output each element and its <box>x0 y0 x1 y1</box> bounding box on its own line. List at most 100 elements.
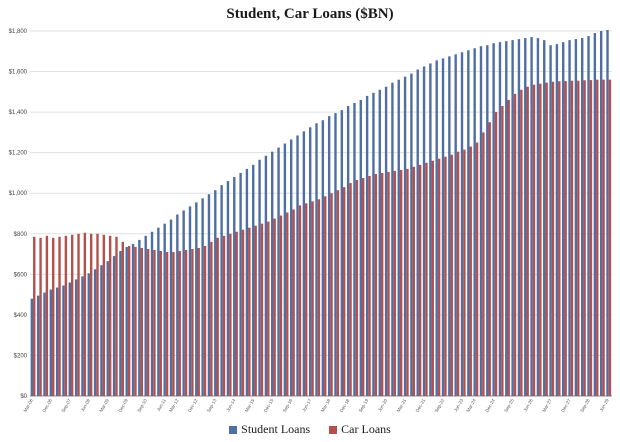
bar-car-loans <box>513 93 517 396</box>
bar-car-loans <box>89 233 93 396</box>
bar-student-loans <box>290 139 293 396</box>
y-tick-label: $1,200 <box>9 151 28 157</box>
bar-car-loans <box>127 245 131 396</box>
bar-car-loans <box>45 235 49 396</box>
bar-car-loans <box>475 142 479 396</box>
bar-car-loans <box>39 237 42 396</box>
bar-car-loans <box>140 247 143 396</box>
bar-student-loans <box>606 29 609 396</box>
chart-title: Student, Car Loans ($BN) <box>226 6 394 22</box>
bar-car-loans <box>501 106 504 397</box>
bar-car-loans <box>96 233 99 396</box>
bar-car-loans <box>298 205 302 396</box>
bar-student-loans <box>131 243 135 396</box>
x-tick-label: Mar-12 <box>168 398 180 413</box>
bar-car-loans <box>564 81 567 396</box>
bar-car-loans <box>387 171 390 396</box>
bar-student-loans <box>498 42 502 397</box>
bar-car-loans <box>526 86 529 396</box>
bar-student-loans <box>214 190 217 396</box>
bar-student-loans <box>562 42 565 397</box>
bar-car-loans <box>583 80 586 397</box>
bar-car-loans <box>235 231 238 396</box>
bar-car-loans <box>191 248 194 396</box>
x-tick-label: Sep-22 <box>434 398 446 413</box>
bar-student-loans <box>169 219 173 396</box>
bar-student-loans <box>144 235 147 396</box>
bar-car-loans <box>343 187 346 396</box>
bar-car-loans <box>355 180 359 396</box>
x-tick-label: Dec-09 <box>117 398 129 413</box>
bar-student-loans <box>372 92 375 396</box>
legend-swatch-car-loans <box>329 425 338 434</box>
bar-car-loans <box>336 190 340 396</box>
bar-car-loans <box>418 164 422 396</box>
bar-student-loans <box>283 143 287 396</box>
bar-student-loans <box>441 58 445 396</box>
bar-student-loans <box>302 131 306 396</box>
bar-student-loans <box>593 33 597 397</box>
bar-car-loans <box>77 233 80 396</box>
bar-student-loans <box>195 202 198 396</box>
x-tick-label: Sep-13 <box>206 398 218 413</box>
bar-student-loans <box>568 40 571 396</box>
bar-car-loans <box>184 250 188 396</box>
bar-student-loans <box>93 269 97 396</box>
bar-student-loans <box>245 168 249 396</box>
bar-car-loans <box>551 81 555 396</box>
bar-car-loans <box>602 79 605 397</box>
legend-label-car-loans: Car Loans <box>341 422 391 436</box>
bar-student-loans <box>536 38 540 396</box>
bar-student-loans <box>334 113 337 396</box>
bar-student-loans <box>68 282 71 396</box>
bar-car-loans <box>399 169 403 396</box>
bar-student-loans <box>36 295 40 396</box>
bar-car-loans <box>349 183 352 396</box>
bar-car-loans <box>545 82 548 396</box>
bar-student-loans <box>264 155 268 396</box>
bar-student-loans <box>100 265 103 396</box>
bar-car-loans <box>539 83 542 396</box>
bar-car-loans <box>558 81 561 397</box>
bar-car-loans <box>279 215 283 396</box>
bar-student-loans <box>201 198 204 396</box>
y-tick-label: $200 <box>14 353 28 359</box>
bar-student-loans <box>422 66 426 396</box>
bar-student-loans <box>403 76 407 396</box>
x-tick-label: Mar-09 <box>98 398 110 413</box>
bar-student-loans <box>271 151 274 396</box>
bar-car-loans <box>406 168 409 396</box>
x-tick-label: Dec-12 <box>187 398 199 413</box>
bar-student-loans <box>296 135 299 397</box>
legend: Student Loans Car Loans <box>0 422 620 438</box>
bar-car-loans <box>108 235 112 396</box>
bar-student-loans <box>435 60 438 397</box>
bar-car-loans <box>159 251 162 396</box>
bar-student-loans <box>138 239 141 396</box>
bar-car-loans <box>450 154 453 396</box>
bar-student-loans <box>308 127 312 396</box>
x-tick-label: Mar-18 <box>320 398 332 413</box>
y-tick-label: $400 <box>14 313 28 319</box>
bar-car-loans <box>589 80 593 397</box>
bar-car-loans <box>229 233 232 396</box>
bar-student-loans <box>581 38 584 396</box>
bar-car-loans <box>248 227 251 396</box>
bar-car-loans <box>577 80 580 397</box>
bar-car-loans <box>570 80 574 397</box>
bar-car-loans <box>216 237 219 396</box>
x-tick-label: Mar-24 <box>465 398 477 413</box>
bar-student-loans <box>410 73 413 396</box>
x-tick-label: Jun-14 <box>225 398 236 413</box>
x-tick-label: Jun-20 <box>377 398 388 413</box>
bar-car-loans <box>210 241 213 396</box>
bar-student-loans <box>119 251 122 396</box>
bar-student-loans <box>43 292 46 396</box>
x-tick-label: Sep-19 <box>358 398 370 413</box>
bar-car-loans <box>494 112 498 396</box>
bar-car-loans <box>83 232 87 396</box>
bar-car-loans <box>241 229 245 396</box>
bar-car-loans <box>115 236 118 396</box>
bar-student-loans <box>226 181 230 396</box>
bar-student-loans <box>346 106 350 397</box>
